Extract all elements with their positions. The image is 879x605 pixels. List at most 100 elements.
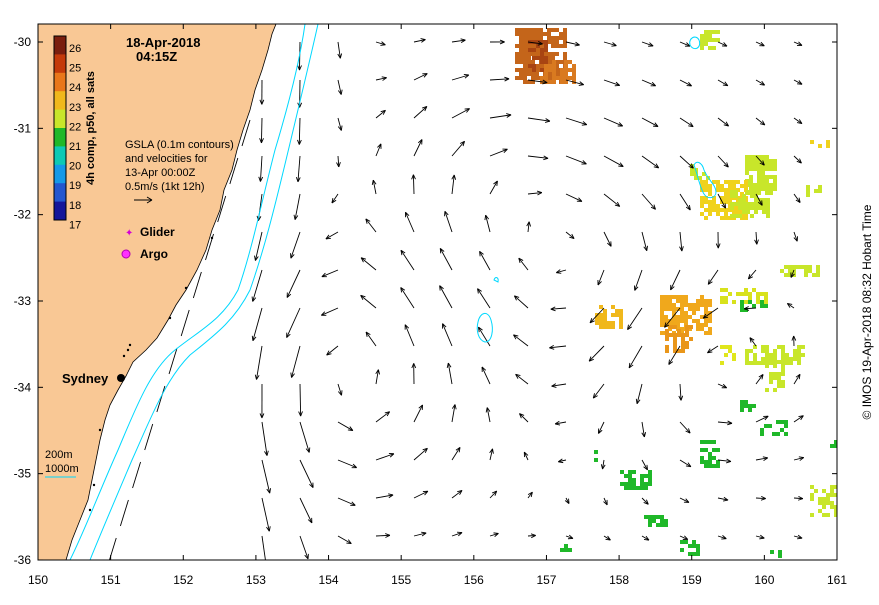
sst-pixel <box>544 40 548 44</box>
sst-pixel <box>532 56 536 60</box>
sst-pixel <box>523 72 527 76</box>
sst-pixel <box>781 349 785 353</box>
gsla-note-line-3: 13-Apr 00:00Z <box>125 167 196 179</box>
sst-pixel <box>681 333 685 337</box>
sst-pixel <box>745 171 749 175</box>
sst-pixel <box>750 206 754 210</box>
sst-pixel <box>753 345 757 349</box>
sst-pixel <box>724 188 728 192</box>
sst-pixel <box>780 420 784 424</box>
sst-pixel <box>535 52 539 56</box>
sst-pixel <box>527 60 531 64</box>
sst-pixel <box>527 28 531 32</box>
sst-pixel <box>716 448 720 452</box>
sst-pixel <box>720 288 724 292</box>
sst-pixel <box>648 478 652 482</box>
sst-pixel <box>555 28 559 32</box>
sst-pixel <box>572 72 576 76</box>
sst-pixel <box>826 144 830 148</box>
sst-pixel <box>753 357 757 361</box>
sst-pixel <box>681 341 685 345</box>
x-tick-label: 157 <box>536 573 556 587</box>
sst-pixel <box>704 180 708 184</box>
sst-pixel <box>704 216 708 220</box>
sst-pixel <box>760 292 764 296</box>
sst-pixel <box>594 458 598 462</box>
sst-pixel <box>544 56 548 60</box>
sst-pixel <box>680 311 684 315</box>
sst-pixel <box>523 36 527 40</box>
sst-pixel <box>551 28 555 32</box>
sst-pixel <box>749 159 753 163</box>
sst-pixel <box>560 80 564 84</box>
sst-pixel <box>748 404 752 408</box>
sst-pixel <box>689 325 693 329</box>
sst-pixel <box>730 206 734 210</box>
sst-pixel <box>745 159 749 163</box>
sst-pixel <box>777 345 781 349</box>
sst-pixel <box>760 432 764 436</box>
sst-pixel <box>764 300 768 304</box>
sst-pixel <box>704 42 708 46</box>
sst-pixel <box>765 353 769 357</box>
sst-pixel <box>781 357 785 361</box>
sst-pixel <box>628 486 632 490</box>
sst-pixel <box>563 36 567 40</box>
colorbar-segment <box>54 36 66 55</box>
sst-pixel <box>708 188 712 192</box>
sst-pixel <box>515 52 519 56</box>
sst-pixel <box>528 48 532 52</box>
sst-pixel <box>797 357 801 361</box>
sst-pixel <box>660 303 664 307</box>
sst-pixel <box>552 76 556 80</box>
sst-pixel <box>826 140 830 144</box>
sst-pixel <box>744 288 748 292</box>
sst-pixel <box>668 299 672 303</box>
sst-pixel <box>640 486 644 490</box>
sst-pixel <box>766 202 770 206</box>
sst-pixel <box>673 341 677 345</box>
sst-pixel <box>773 349 777 353</box>
sst-pixel <box>552 64 556 68</box>
sst-pixel <box>684 295 688 299</box>
sst-pixel <box>644 486 648 490</box>
sst-pixel <box>669 333 673 337</box>
sst-pixel <box>765 349 769 353</box>
colorbar-tick-label: 22 <box>69 121 81 133</box>
sst-pixel <box>636 486 640 490</box>
y-tick-label: -30 <box>14 35 32 49</box>
sst-pixel <box>676 299 680 303</box>
depth-label-200m: 200m <box>45 449 73 461</box>
sst-pixel <box>684 311 688 315</box>
sst-pixel <box>756 292 760 296</box>
svg-text:Argo: Argo <box>140 247 168 261</box>
sst-pixel <box>527 72 531 76</box>
sst-pixel <box>644 482 648 486</box>
sst-pixel <box>527 52 531 56</box>
sst-pixel <box>810 140 814 144</box>
sst-pixel <box>544 68 548 72</box>
sst-pixel <box>704 319 708 323</box>
sst-pixel <box>560 548 564 552</box>
sst-pixel <box>540 52 544 56</box>
sst-pixel <box>615 313 619 317</box>
sst-pixel <box>765 179 769 183</box>
sst-pixel <box>519 28 523 32</box>
sst-pixel <box>700 42 704 46</box>
sst-pixel <box>830 485 834 489</box>
sst-pixel <box>664 307 668 311</box>
sst-pixel <box>745 349 749 353</box>
sst-pixel <box>781 345 785 349</box>
sst-pixel <box>603 325 607 329</box>
sst-pixel <box>536 56 540 60</box>
sst-pixel <box>535 72 539 76</box>
sst-pixel <box>808 269 812 273</box>
sst-pixel <box>769 376 773 380</box>
sst-pixel <box>692 303 696 307</box>
sst-pixel <box>628 478 632 482</box>
sst-pixel <box>708 34 712 38</box>
sst-pixel <box>826 497 830 501</box>
sst-pixel <box>704 440 708 444</box>
sst-pixel <box>773 175 777 179</box>
